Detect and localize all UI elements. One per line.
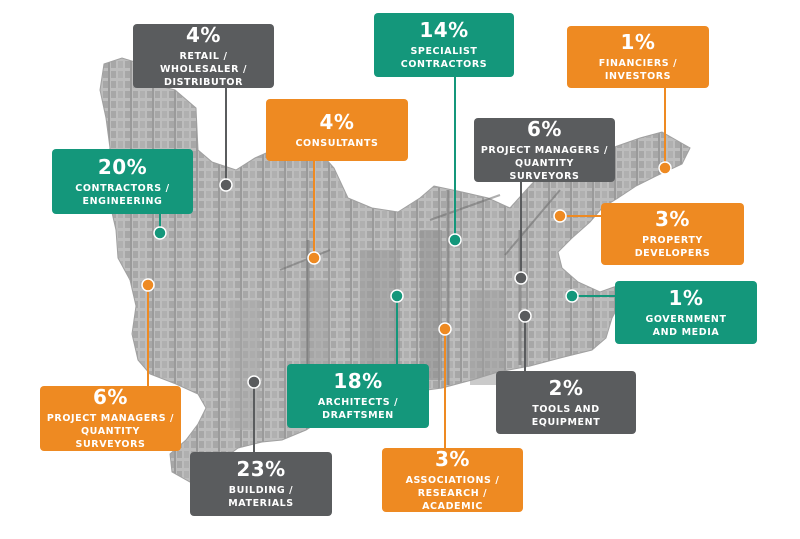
- tower-block: [230, 300, 260, 430]
- segment-percent: 1%: [620, 30, 656, 54]
- segment-label: RETAIL / WHOLESALER / DISTRIBUTOR: [159, 50, 248, 88]
- location-dot-architects: [390, 289, 404, 303]
- location-dot-developers: [553, 209, 567, 223]
- segment-percent: 14%: [419, 18, 469, 42]
- location-dot-government: [565, 289, 579, 303]
- segment-label: GOVERNMENT AND MEDIA: [645, 313, 727, 338]
- label-box-government: 1% GOVERNMENT AND MEDIA: [615, 281, 757, 344]
- map-detail: [230, 189, 561, 430]
- label-box-building: 23% BUILDING / MATERIALS: [190, 452, 332, 516]
- segment-percent: 18%: [333, 369, 383, 393]
- segment-percent: 3%: [435, 446, 470, 471]
- segment-percent: 3%: [655, 207, 690, 231]
- label-box-financiers: 1% FINANCIERS / INVESTORS: [567, 26, 709, 88]
- location-dot-contractors: [153, 226, 167, 240]
- crane-jib: [429, 194, 501, 221]
- crane-jib: [279, 249, 331, 271]
- label-box-specialist: 14% SPECIALIST CONTRACTORS: [374, 13, 514, 77]
- label-box-developers: 3% PROPERTY DEVELOPERS: [601, 203, 744, 265]
- segment-label: PROJECT MANAGERS / QUANTITY SURVEYORS: [46, 413, 175, 450]
- segment-label: TOOLS AND EQUIPMENT: [531, 403, 601, 428]
- segment-label: CONTRACTORS / ENGINEERING: [75, 182, 170, 207]
- label-box-architects: 18% ARCHITECTS / DRAFTSMEN: [287, 364, 429, 428]
- location-dot-retail: [219, 178, 233, 192]
- tower-block: [470, 290, 506, 385]
- segment-percent: 2%: [548, 375, 584, 400]
- label-box-associations: 3% ASSOCIATIONS / RESEARCH / ACADEMIC: [382, 448, 523, 512]
- location-dot-tools: [518, 309, 532, 323]
- segment-label: FINANCIERS / INVESTORS: [598, 58, 678, 82]
- segment-percent: 1%: [668, 285, 704, 310]
- segment-percent: 23%: [236, 457, 286, 481]
- location-dot-pm-left: [141, 278, 155, 292]
- label-box-consultants: 4% CONSULTANTS: [266, 99, 408, 161]
- segment-label: BUILDING / MATERIALS: [228, 485, 294, 509]
- segment-label: ASSOCIATIONS / RESEARCH / ACADEMIC: [405, 474, 500, 512]
- location-dot-associations: [438, 322, 452, 336]
- segment-label: SPECIALIST CONTRACTORS: [400, 46, 488, 70]
- location-dots: [141, 161, 672, 389]
- segment-label: CONSULTANTS: [295, 137, 379, 149]
- location-dot-building: [247, 375, 261, 389]
- label-box-tools: 2% TOOLS AND EQUIPMENT: [496, 371, 636, 434]
- segment-label: PROPERTY DEVELOPERS: [634, 235, 711, 259]
- location-dot-financiers: [658, 161, 672, 175]
- location-dot-pm-right: [514, 271, 528, 285]
- segment-percent: 6%: [527, 116, 562, 141]
- leader-lines: [147, 77, 666, 452]
- segment-label: PROJECT MANAGERS / QUANTITY SURVEYORS: [480, 144, 609, 182]
- location-dot-specialist: [448, 233, 462, 247]
- segment-percent: 4%: [319, 109, 355, 134]
- location-dot-consultants: [307, 251, 321, 265]
- label-box-pm-right: 6% PROJECT MANAGERS / QUANTITY SURVEYORS: [474, 118, 615, 182]
- segment-percent: 20%: [97, 154, 148, 179]
- tower-block: [420, 230, 442, 380]
- segment-label: ARCHITECTS / DRAFTSMEN: [317, 397, 399, 421]
- crane-jib: [504, 189, 561, 256]
- label-box-contractors: 20% CONTRACTORS / ENGINEERING: [52, 149, 193, 214]
- label-box-retail: 4% RETAIL / WHOLESALER / DISTRIBUTOR: [133, 24, 274, 88]
- label-box-pm-left: 6% PROJECT MANAGERS / QUANTITY SURVEYORS: [40, 386, 181, 451]
- segment-percent: 6%: [93, 385, 128, 409]
- segment-percent: 4%: [186, 22, 221, 47]
